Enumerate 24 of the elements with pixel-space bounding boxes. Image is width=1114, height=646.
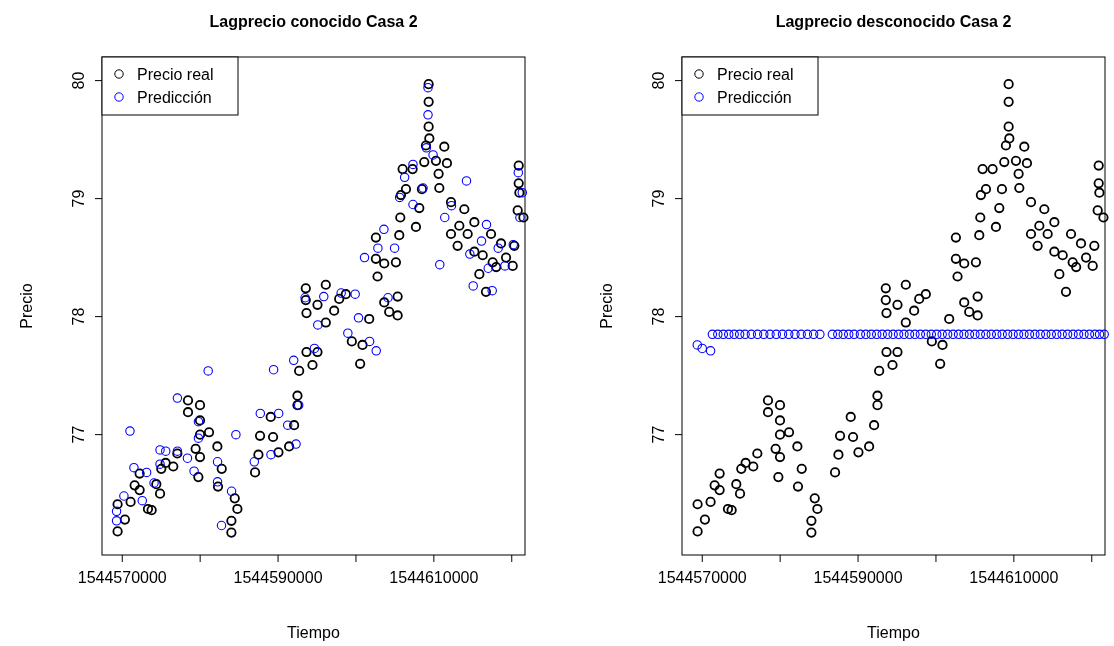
x-tick-label: 1544570000 <box>77 569 167 586</box>
legend-label: Predicción <box>717 88 792 106</box>
legend-label: Precio real <box>717 65 794 83</box>
legend-label: Predicción <box>137 88 212 106</box>
chart-title: Lagprecio desconocido Casa 2 <box>775 13 1012 30</box>
y-tick-label: 77 <box>70 425 87 444</box>
y-tick-label: 77 <box>650 425 667 444</box>
y-tick-label: 78 <box>70 307 87 326</box>
y-tick-label: 79 <box>70 189 87 208</box>
x-tick-label: 1544610000 <box>389 569 479 586</box>
x-tick-label: 1544590000 <box>233 569 323 586</box>
legend-label: Precio real <box>137 65 214 83</box>
chart-title: Lagprecio conocido Casa 2 <box>209 13 418 30</box>
y-tick-label: 80 <box>650 71 667 90</box>
x-axis-title: Tiempo <box>287 624 340 641</box>
x-tick-label: 1544570000 <box>657 569 747 586</box>
x-axis-title: Tiempo <box>867 624 920 641</box>
y-tick-label: 80 <box>70 71 87 90</box>
y-axis-title: Precio <box>598 283 615 329</box>
x-tick-label: 1544610000 <box>969 569 1059 586</box>
x-tick-label: 1544590000 <box>813 569 903 586</box>
y-axis-title: Precio <box>18 283 35 329</box>
y-tick-label: 78 <box>650 307 667 326</box>
y-tick-label: 79 <box>650 189 667 208</box>
